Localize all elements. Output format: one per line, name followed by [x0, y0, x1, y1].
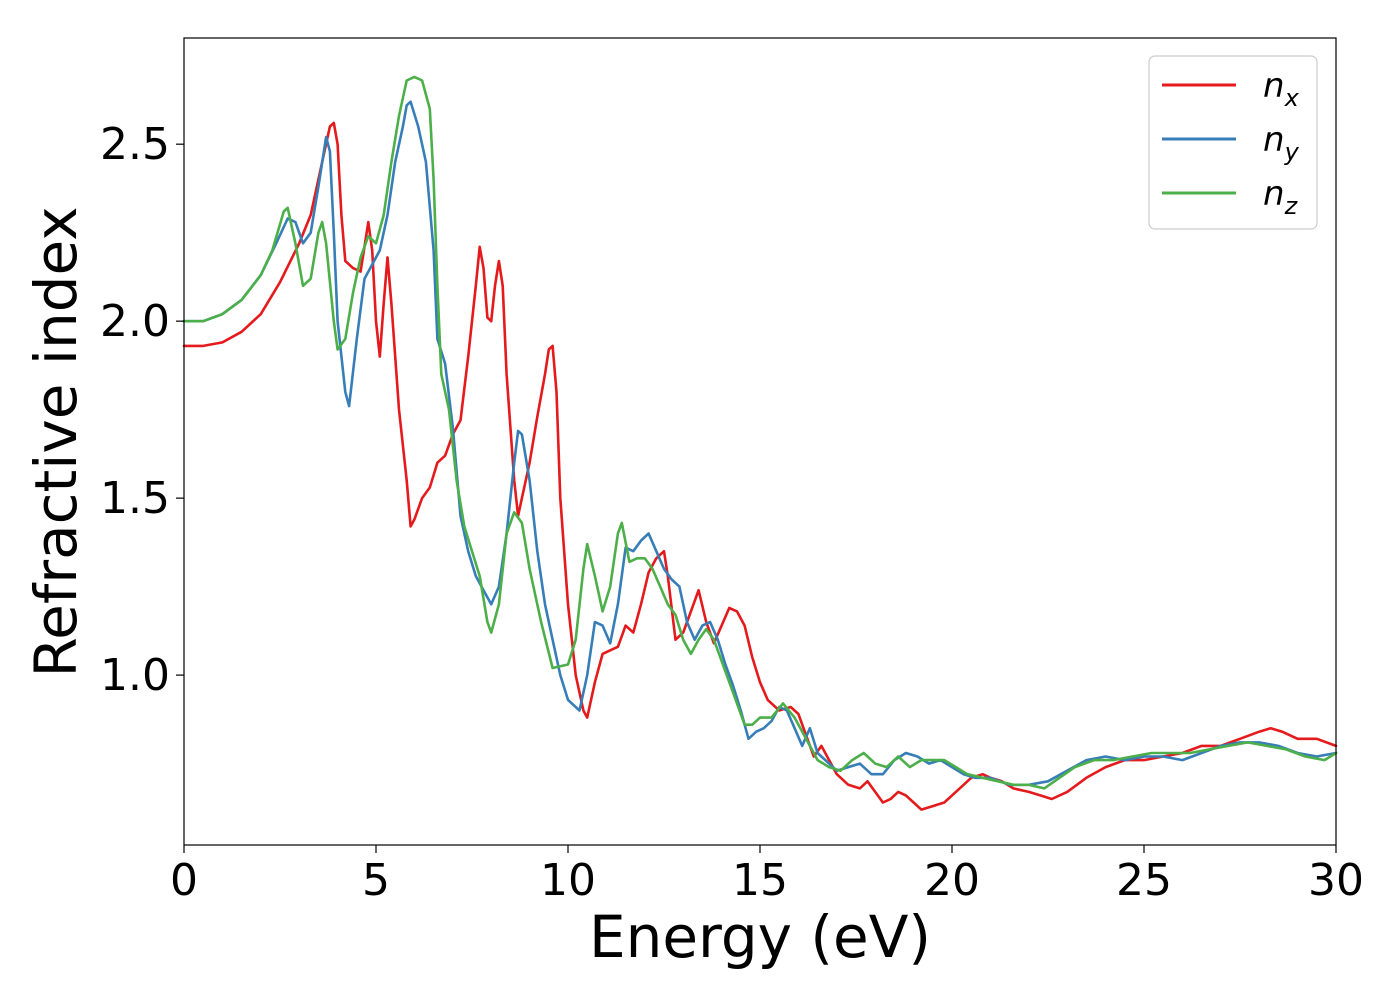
x-tick-label: 30	[1308, 855, 1364, 906]
y-axis: 1.0 1.5 2.0 2.5	[100, 119, 184, 701]
x-tick-label: 25	[1116, 855, 1172, 906]
series-line-nz	[182, 75, 1338, 790]
x-tick-label: 0	[170, 855, 198, 906]
x-tick-label: 15	[732, 855, 788, 906]
y-axis-title: Refractive index	[22, 206, 90, 677]
x-tick-label: 5	[362, 855, 390, 906]
x-tick-label: 10	[540, 855, 596, 906]
x-axis-title: Energy (eV)	[589, 903, 931, 971]
legend: nx ny nz	[1148, 55, 1318, 230]
legend-label-nx: nx	[1263, 66, 1300, 112]
y-tick-label: 1.5	[100, 473, 170, 524]
legend-label-nz: nz	[1263, 174, 1299, 220]
x-tick-label: 20	[924, 855, 980, 906]
x-axis: 0 5 10 15 20 25 30	[170, 845, 1364, 906]
y-tick-label: 1.0	[100, 650, 170, 701]
series-layer	[182, 75, 1338, 811]
y-tick-label: 2.0	[100, 296, 170, 347]
legend-label-ny: ny	[1263, 120, 1300, 166]
legend-box	[1148, 55, 1318, 230]
y-tick-label: 2.5	[100, 119, 170, 170]
